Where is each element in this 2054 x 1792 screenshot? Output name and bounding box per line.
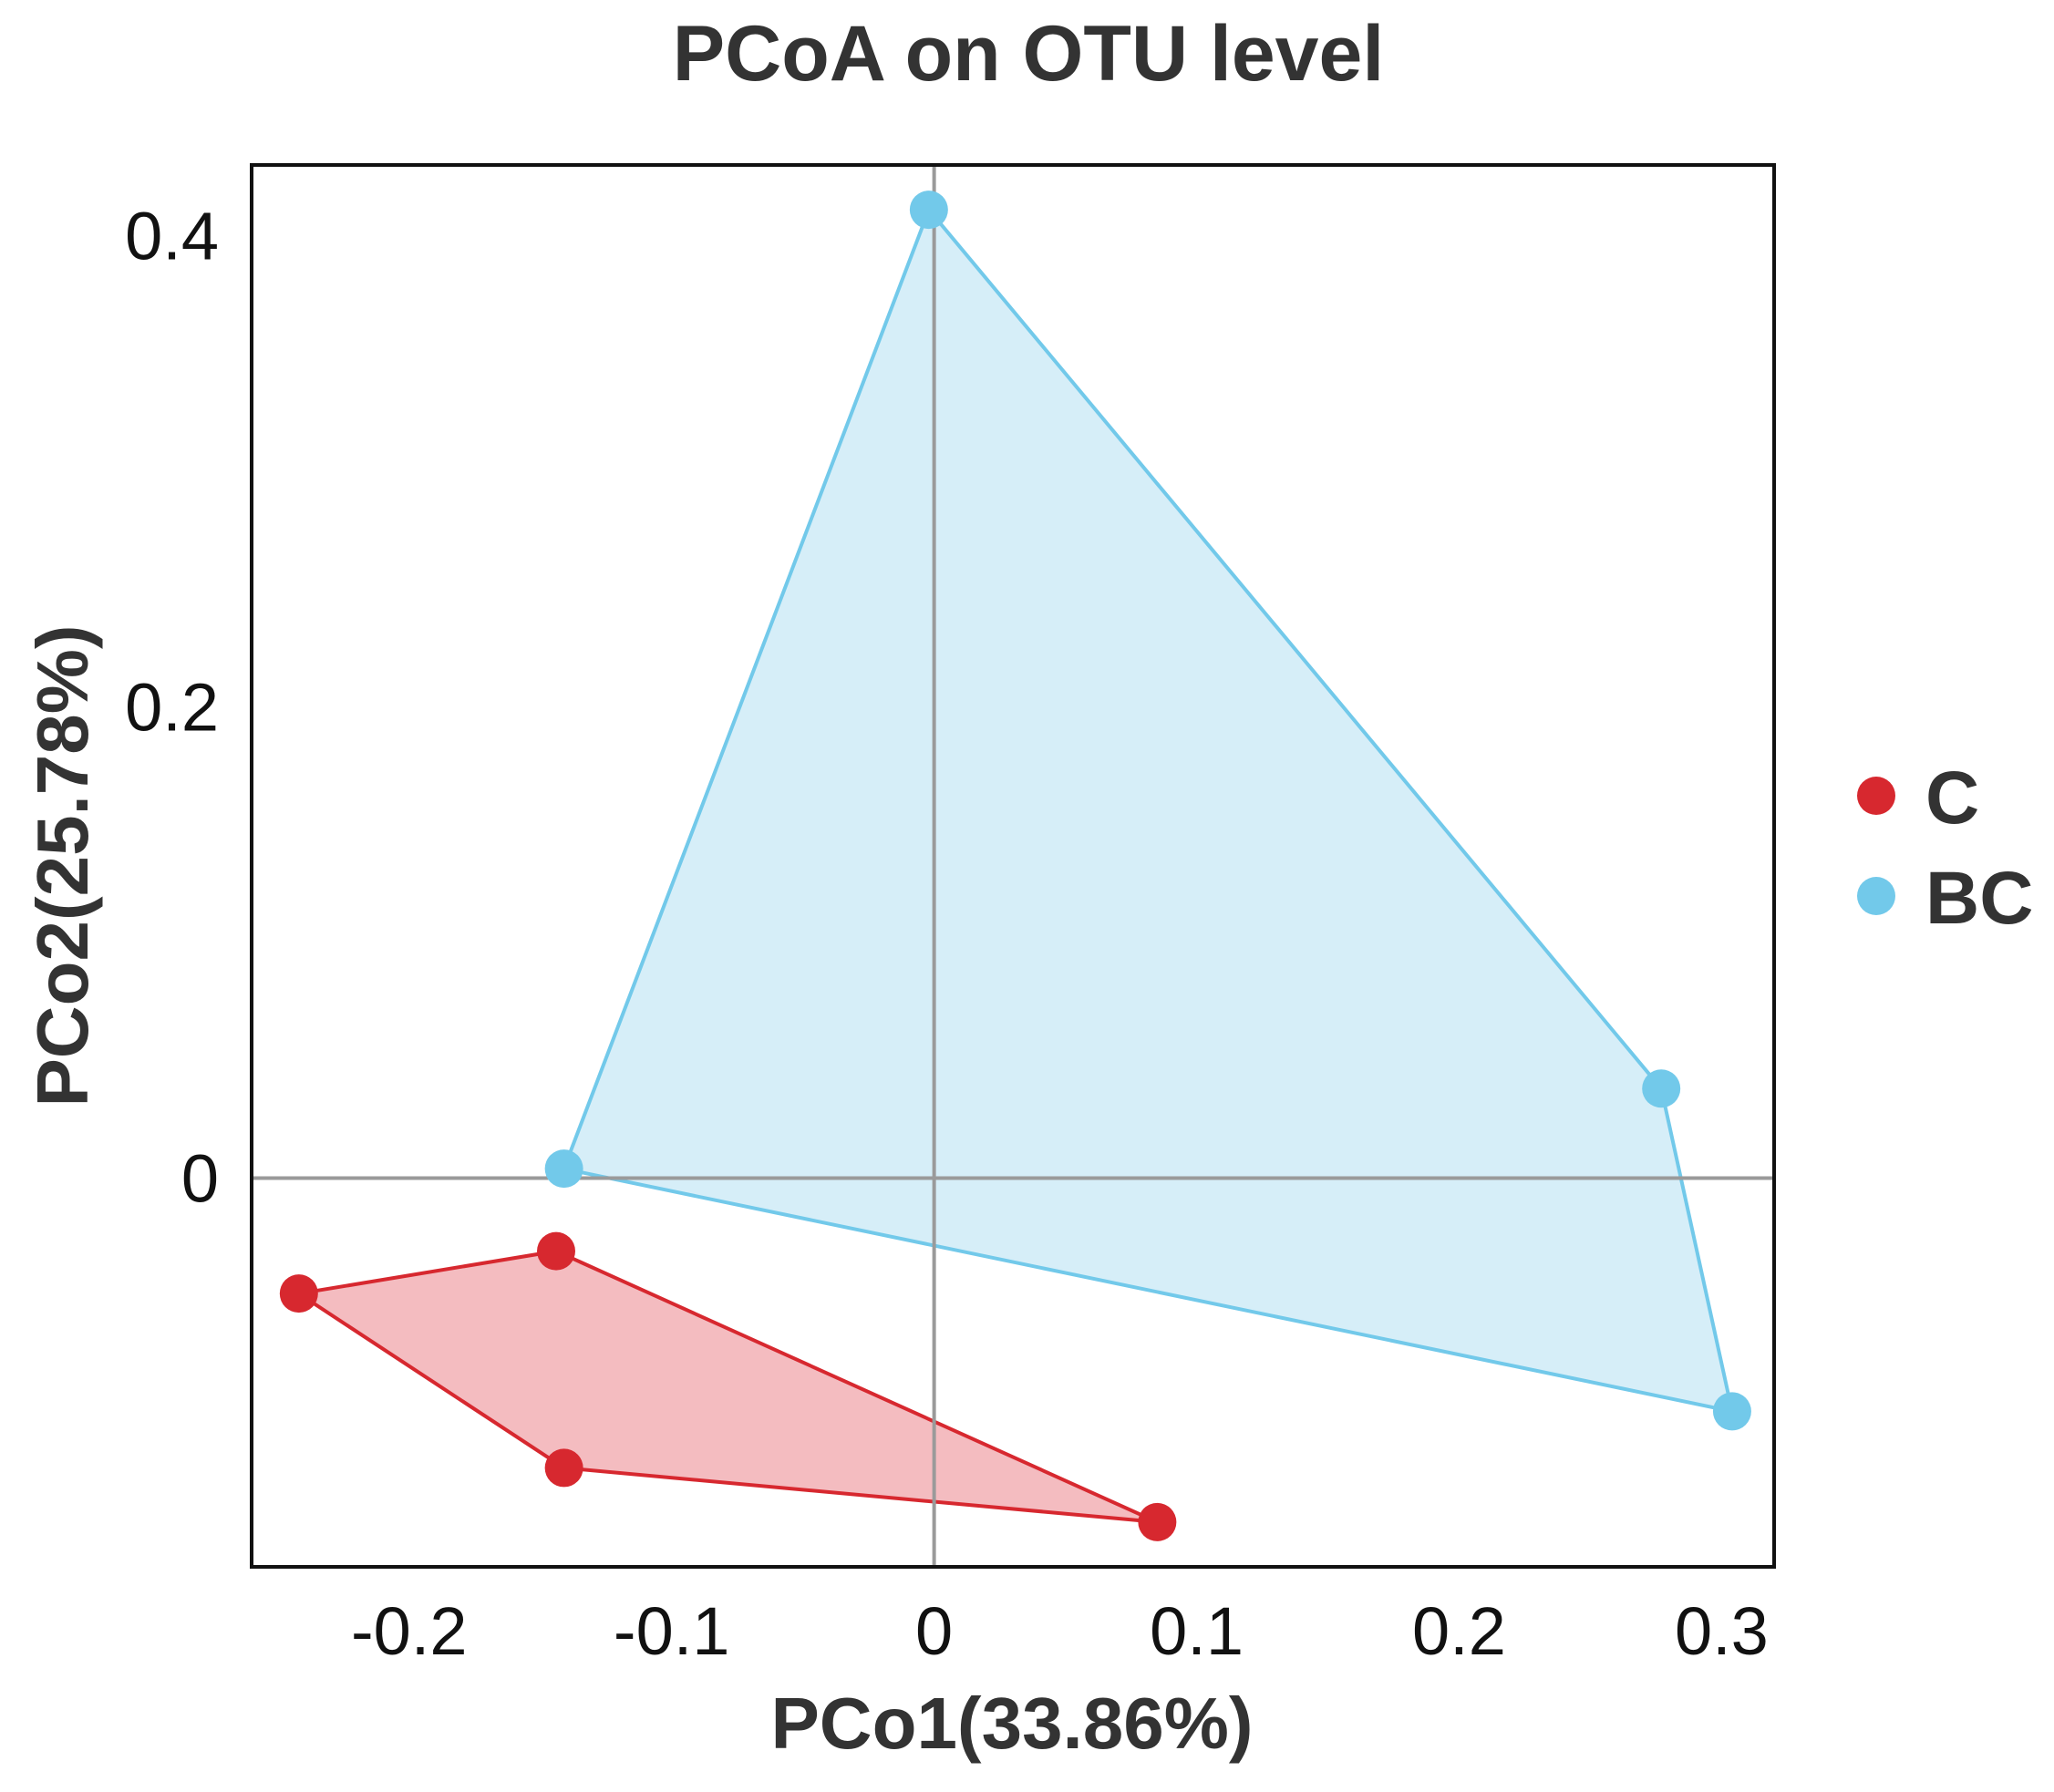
legend-marker-bc xyxy=(1857,877,1895,915)
point-c-2 xyxy=(537,1231,575,1271)
legend-label-bc: BC xyxy=(1925,857,2033,940)
hull-layer xyxy=(294,206,1735,1524)
point-c-3 xyxy=(544,1448,583,1488)
x-axis-ticks: -0.2 -0.1 0 0.1 0.2 0.3 xyxy=(351,1593,1769,1669)
legend: C BC xyxy=(1857,757,2033,940)
chart-title: PCoA on OTU level xyxy=(673,10,1384,98)
y-axis-ticks: 0 0.2 0.4 xyxy=(125,199,219,1217)
points-layer xyxy=(279,191,1751,1541)
plot-frame xyxy=(250,163,1776,1569)
hull-c xyxy=(294,1249,1159,1524)
y-tick-label: 0 xyxy=(181,1140,219,1216)
point-c-1 xyxy=(279,1274,318,1313)
point-bc-2 xyxy=(909,191,948,230)
hull-bc xyxy=(561,206,1735,1414)
point-bc-4 xyxy=(1712,1392,1751,1431)
y-tick-label: 0.4 xyxy=(125,199,219,274)
point-bc-1 xyxy=(544,1149,583,1189)
y-axis-label: PCo2(25.78%) xyxy=(22,624,103,1107)
legend-label-c: C xyxy=(1925,757,1979,839)
y-tick-label: 0.2 xyxy=(125,670,219,746)
x-tick-label: 0.1 xyxy=(1150,1593,1244,1669)
point-c-4 xyxy=(1138,1502,1177,1541)
x-tick-label: -0.1 xyxy=(614,1593,730,1669)
x-tick-label: 0.3 xyxy=(1675,1593,1769,1669)
x-axis-label: PCo1(33.86%) xyxy=(770,1683,1253,1764)
legend-marker-c xyxy=(1857,777,1895,815)
x-tick-label: 0.2 xyxy=(1412,1593,1506,1669)
x-tick-label: 0 xyxy=(915,1593,953,1669)
zero-lines xyxy=(252,165,1774,1567)
point-bc-3 xyxy=(1642,1069,1681,1108)
x-tick-label: -0.2 xyxy=(351,1593,468,1669)
